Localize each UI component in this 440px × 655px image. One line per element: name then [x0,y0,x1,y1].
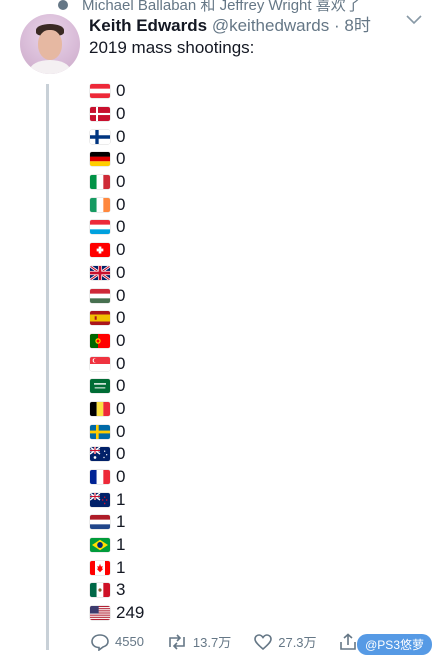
saudi-arabia-flag-icon [90,379,110,394]
flag-row-austria: 0 [90,80,144,103]
shooting-count: 0 [116,330,126,350]
portugal-flag-icon [90,333,110,348]
singapore-flag-icon [90,356,110,371]
shooting-count: 0 [116,398,126,418]
brazil-flag-icon [90,538,110,553]
denmark-flag-icon [90,107,110,122]
flag-row-belgium: 0 [90,398,144,421]
shooting-count: 0 [116,104,126,124]
flag-row-luxembourg: 0 [90,216,144,239]
ireland-flag-icon [90,197,110,212]
like-button[interactable]: 27.3万 [253,632,317,651]
shooting-count: 1 [116,535,126,555]
flag-row-canada: 1 [90,556,144,579]
united-kingdom-flag-icon [90,265,110,280]
shooting-count: 0 [116,81,126,101]
flag-row-switzerland: 0 [90,239,144,262]
flag-row-netherlands: 1 [90,511,144,534]
flag-row-united-states: 249 [90,602,144,625]
social-context-text: Michael Ballaban 和 Jeffrey Wright 喜欢了 [82,0,361,14]
heart-icon [253,633,273,651]
austria-flag-icon [90,84,110,99]
retweet-count: 13.7万 [192,635,232,650]
shooting-count: 1 [116,489,126,509]
shooting-count: 0 [116,308,126,328]
reply-button[interactable]: 4550 [90,633,144,651]
shooting-count: 0 [116,421,126,441]
canada-flag-icon [90,560,110,575]
flag-row-portugal: 0 [90,330,144,353]
avatar[interactable] [20,14,80,74]
shooting-count: 1 [116,557,126,577]
switzerland-flag-icon [90,243,110,258]
flag-row-ireland: 0 [90,193,144,216]
shooting-count: 1 [116,512,126,532]
shooting-count: 0 [116,444,126,464]
chevron-down-icon[interactable] [406,12,422,30]
shooting-count: 249 [116,603,145,623]
thread-line [46,84,49,650]
shooting-count: 0 [116,240,126,260]
shooting-count: 0 [116,285,126,305]
united-states-flag-icon [90,606,110,621]
flag-row-france: 0 [90,466,144,489]
flag-row-spain: 0 [90,307,144,330]
australia-flag-icon [90,447,110,462]
retweet-button[interactable]: 13.7万 [166,632,231,651]
flag-row-germany: 0 [90,148,144,171]
italy-flag-icon [90,175,110,190]
author-handle[interactable]: @keithedwards [211,16,330,35]
flag-row-hungary: 0 [90,284,144,307]
flag-list: 0 0 0 0 0 0 0 0 0 0 0 0 0 0 0 0 0 0 1 1 1 1 3 249 [90,80,144,625]
author-name[interactable]: Keith Edwards [89,16,208,35]
shooting-count: 0 [116,126,126,146]
shooting-count: 3 [116,580,126,600]
flag-row-finland: 0 [90,125,144,148]
watermark: @PS3悠萝 [357,634,432,655]
mexico-flag-icon [90,583,110,598]
flag-row-singapore: 0 [90,352,144,375]
germany-flag-icon [90,152,110,167]
share-button[interactable] [339,632,357,651]
retweet-icon [166,633,188,650]
reply-icon [90,633,110,651]
tweet-header: Keith Edwards @keithedwards · 8时 [89,11,371,36]
tweet-time[interactable]: 8时 [344,16,371,35]
netherlands-flag-icon [90,515,110,530]
flag-row-united-kingdom: 0 [90,262,144,285]
shooting-count: 0 [116,172,126,192]
tweet-text: 2019 mass shootings: [89,38,255,57]
shooting-count: 0 [116,353,126,373]
flag-row-sweden: 0 [90,420,144,443]
flag-row-mexico: 3 [90,579,144,602]
flag-row-saudi-arabia: 0 [90,375,144,398]
tweet-actions: 4550 13.7万 27.3万 [90,632,379,651]
sweden-flag-icon [90,424,110,439]
social-context-icon [58,0,68,10]
finland-flag-icon [90,129,110,144]
shooting-count: 0 [116,217,126,237]
flag-row-brazil: 1 [90,534,144,557]
shooting-count: 0 [116,262,126,282]
shooting-count: 0 [116,194,126,214]
social-context: Michael Ballaban 和 Jeffrey Wright 喜欢了 [58,0,361,15]
flag-row-new-zealand: 1 [90,488,144,511]
luxembourg-flag-icon [90,220,110,235]
like-count: 27.3万 [278,635,317,650]
share-icon [339,632,357,651]
belgium-flag-icon [90,401,110,416]
flag-row-italy: 0 [90,171,144,194]
flag-row-australia: 0 [90,443,144,466]
hungary-flag-icon [90,288,110,303]
shooting-count: 0 [116,376,126,396]
shooting-count: 0 [116,149,126,169]
reply-count: 4550 [115,634,144,649]
france-flag-icon [90,470,110,485]
new-zealand-flag-icon [90,492,110,507]
spain-flag-icon [90,311,110,326]
separator: · [334,16,340,35]
flag-row-denmark: 0 [90,103,144,126]
shooting-count: 0 [116,467,126,487]
